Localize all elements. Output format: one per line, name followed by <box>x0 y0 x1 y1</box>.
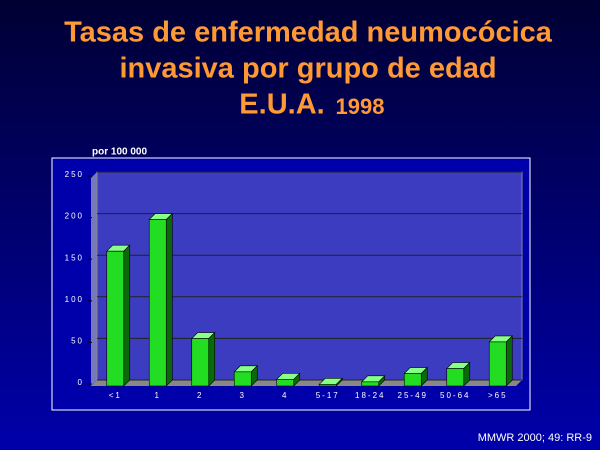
bar <box>403 373 422 387</box>
y-tick-label: 200 <box>65 212 84 221</box>
bar-side <box>505 335 513 387</box>
x-tick-label: 18-24 <box>355 391 385 400</box>
y-tick-label: 100 <box>65 295 84 304</box>
bar <box>361 381 380 387</box>
y-tick-label: 250 <box>65 170 84 179</box>
y-tick-label: 0 <box>78 378 84 387</box>
title-country: E.U.A. <box>239 89 324 121</box>
bar <box>488 341 507 387</box>
chart: 0 50 100 150 200 250 <1 1 2 3 4 5-17 18-24 25-49 50-64… <box>65 170 522 400</box>
bar <box>446 368 465 387</box>
bar-side <box>208 331 216 387</box>
bar-side <box>165 212 173 387</box>
bar <box>106 250 125 387</box>
x-tick-label: 3 <box>240 391 246 400</box>
y-tick-label: 50 <box>71 337 84 346</box>
y-tick-label: 150 <box>65 253 84 262</box>
bar-side <box>123 244 131 387</box>
x-tick-label: 50-64 <box>440 391 470 400</box>
bar <box>233 371 252 387</box>
x-tick-label: 4 <box>282 391 288 400</box>
x-tick-label: >65 <box>488 391 508 400</box>
source: MMWR 2000; 49: RR-9 <box>478 432 592 444</box>
title-line: invasiva por grupo de edad <box>119 53 496 85</box>
x-tick-label: <1 <box>109 391 122 400</box>
x-tick-label: 2 <box>197 391 203 400</box>
bar <box>276 379 295 387</box>
x-tick-label: 25-49 <box>398 391 428 400</box>
bar <box>148 219 167 387</box>
title-line: Tasas de enfermedad neumocócica <box>64 17 553 49</box>
y-axis-label: por 100 000 <box>92 147 147 158</box>
side-wall <box>91 172 97 386</box>
bar <box>318 384 337 387</box>
title-year: 1998 <box>336 94 385 119</box>
x-tick-label: 5-17 <box>316 391 340 400</box>
bar <box>191 338 210 387</box>
x-tick-label: 1 <box>155 391 161 400</box>
